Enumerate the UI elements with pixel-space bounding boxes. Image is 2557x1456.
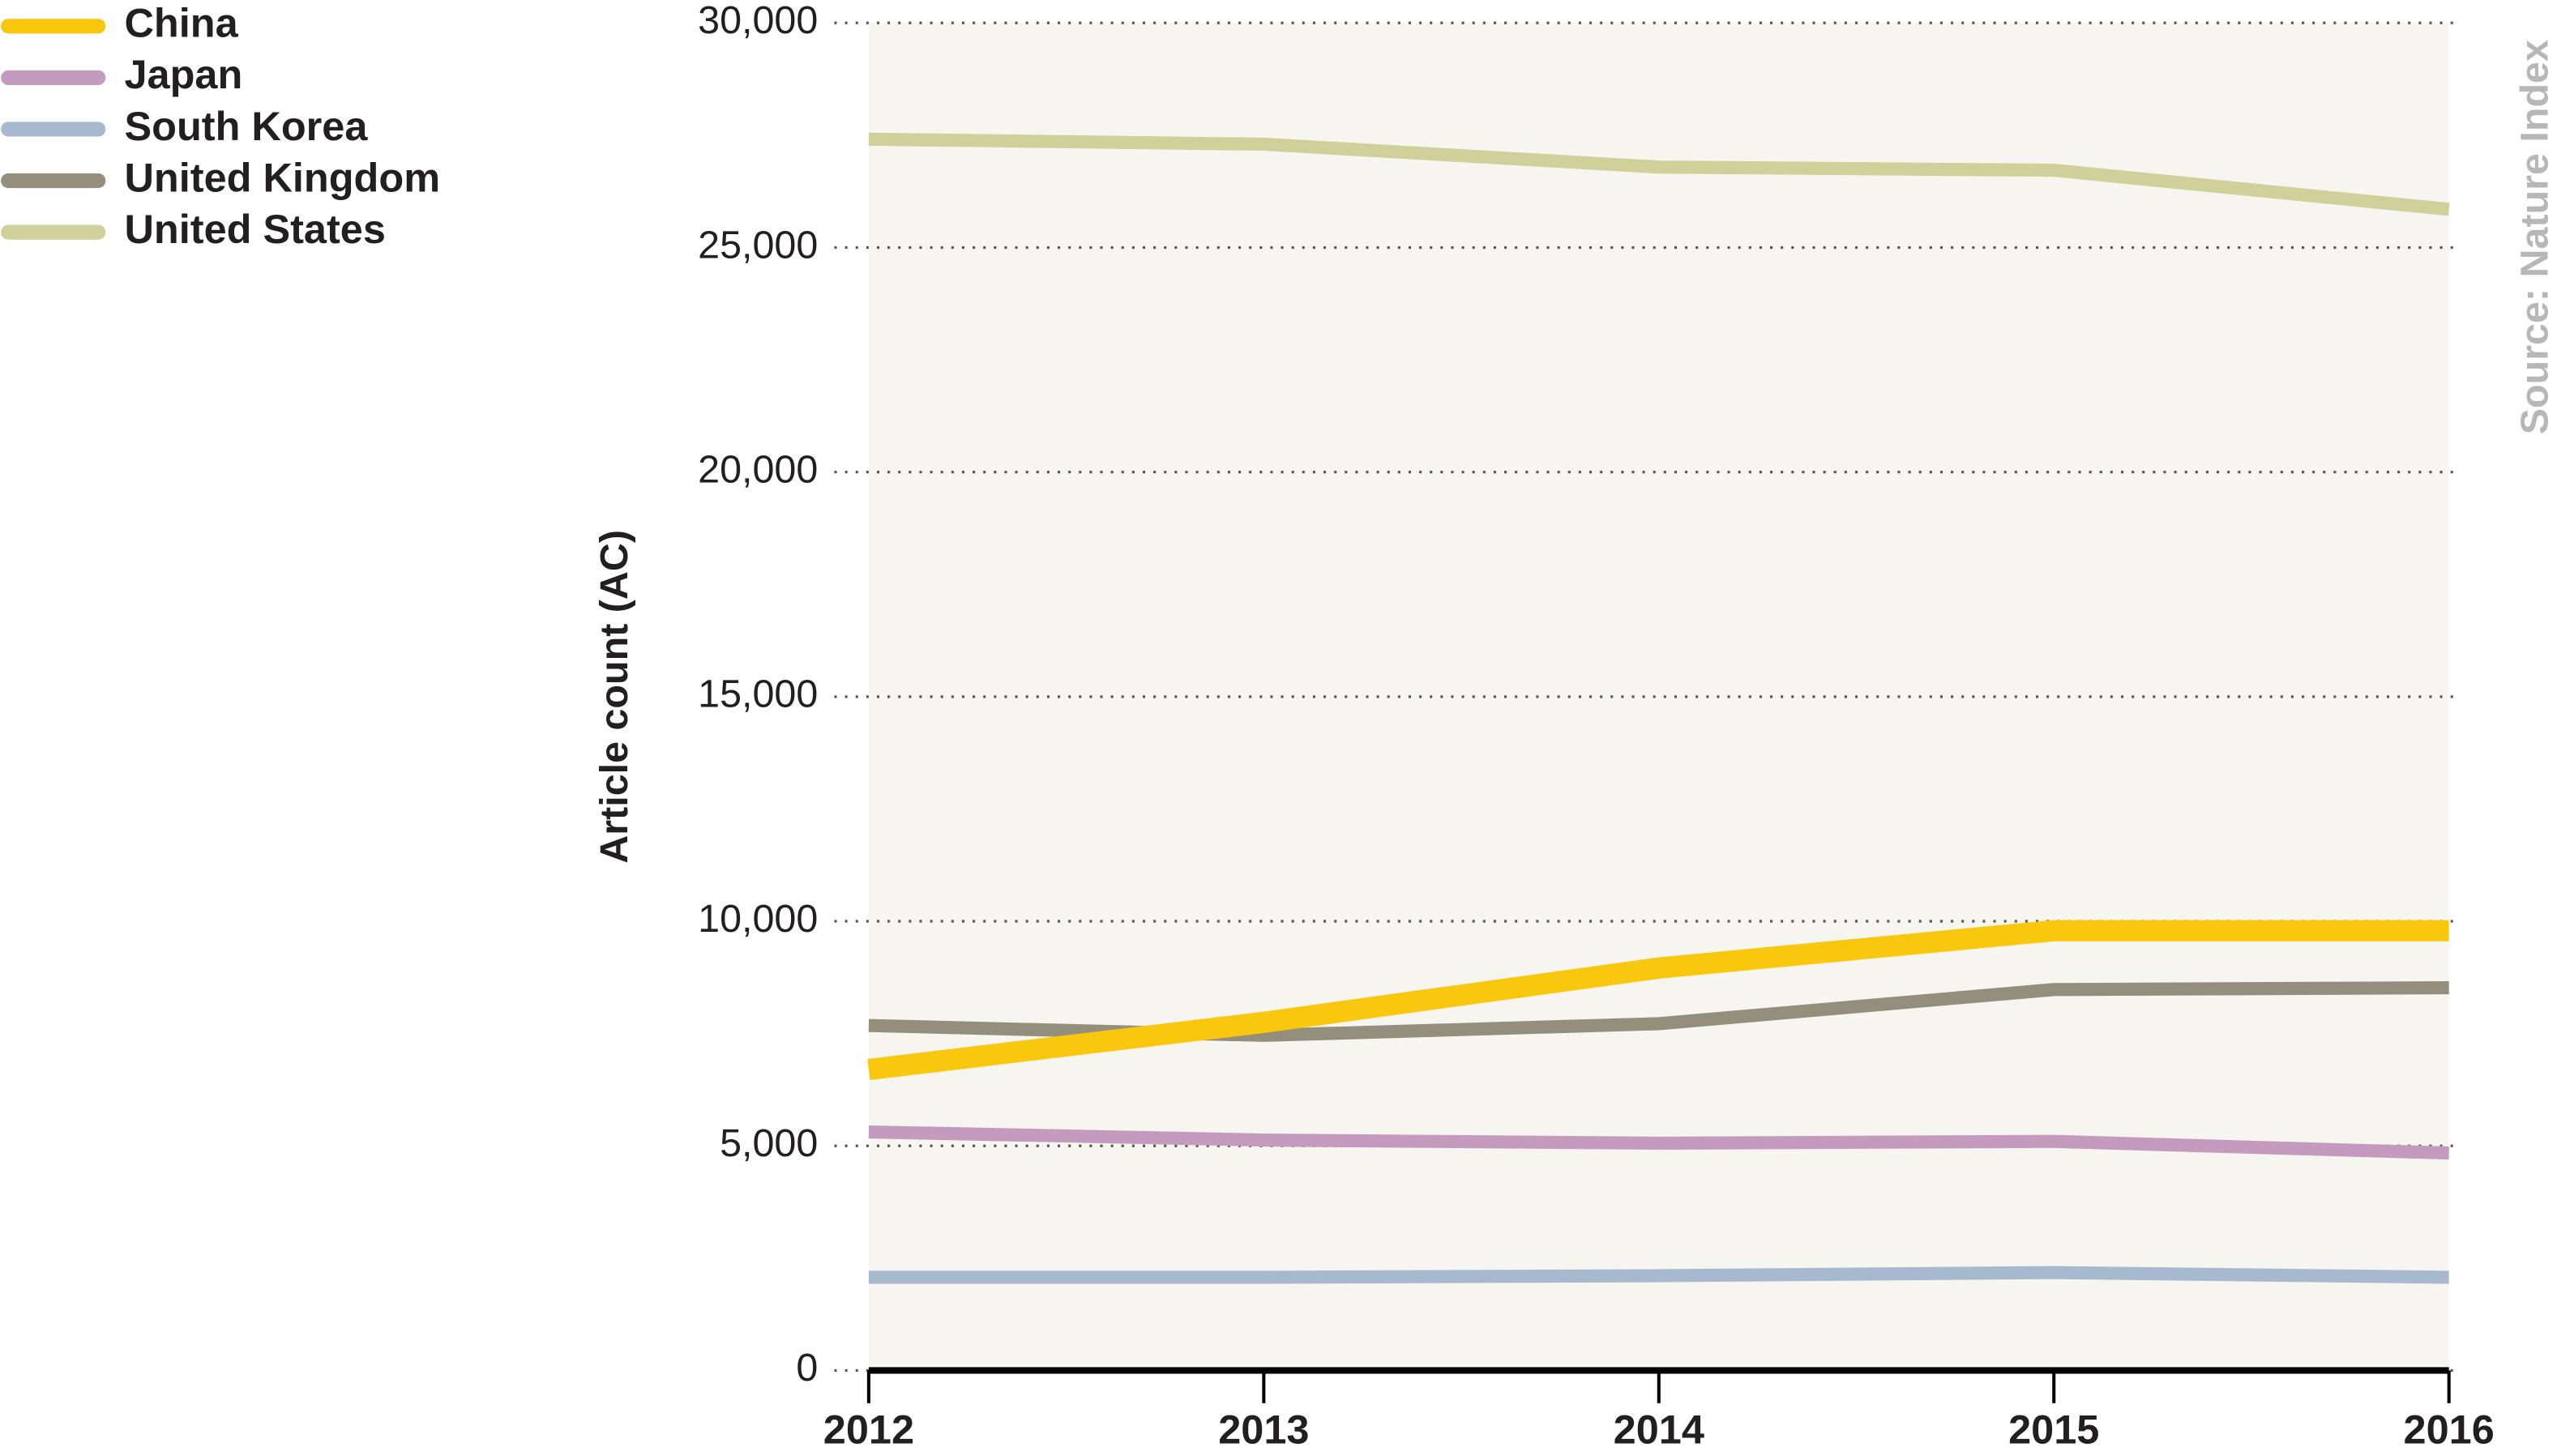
y-tick-label: 15,000 — [698, 672, 818, 716]
y-tick-label: 0 — [796, 1346, 818, 1390]
plot-background — [868, 23, 2449, 1371]
series-line — [868, 132, 2450, 216]
legend-label: Japan — [125, 51, 243, 97]
x-tick-label: 2014 — [1614, 1406, 1704, 1452]
legend-label: United Kingdom — [125, 154, 441, 200]
source-note: Source: Nature Index — [2512, 40, 2556, 434]
legend-label: South Korea — [125, 103, 369, 149]
series-line — [867, 920, 2449, 1081]
y-tick-label: 30,000 — [698, 0, 818, 42]
y-tick-label: 10,000 — [698, 897, 818, 941]
y-tick-label: 20,000 — [698, 447, 818, 491]
legend-label: United States — [125, 206, 386, 252]
x-tick-label: 2013 — [1218, 1406, 1309, 1452]
y-tick-label: 25,000 — [698, 223, 818, 267]
legend-label: China — [125, 0, 239, 46]
x-tick-label: 2012 — [823, 1406, 914, 1452]
series-line — [868, 1125, 2449, 1160]
y-tick-label: 5,000 — [720, 1121, 818, 1165]
series-line — [868, 1266, 2449, 1284]
y-axis-title: Article count (AC) — [592, 530, 636, 864]
x-tick-label: 2015 — [2008, 1406, 2099, 1452]
x-tick-label: 2016 — [2404, 1406, 2495, 1452]
